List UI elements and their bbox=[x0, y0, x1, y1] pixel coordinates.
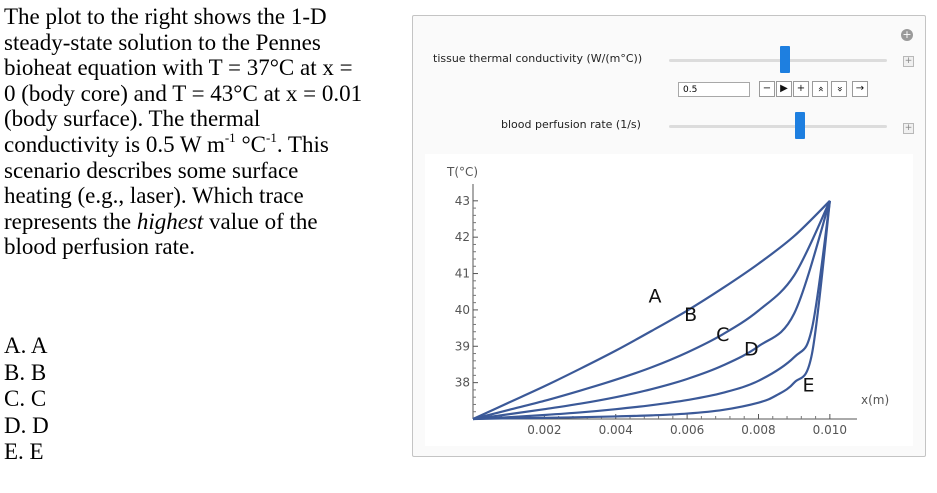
series-line-d bbox=[472, 200, 831, 421]
question-line: represents the highest value of the bbox=[4, 209, 396, 235]
options-gear-icon[interactable]: + bbox=[901, 28, 913, 41]
question-line: steady-state solution to the Pennes bbox=[4, 29, 321, 55]
question-line: 0 (body core) and T = 43°C at x = 0.01 bbox=[4, 80, 363, 106]
perfusion-expand-icon[interactable]: + bbox=[903, 123, 914, 134]
curve-label-d: D bbox=[744, 338, 759, 360]
conductivity-value-field[interactable]: 0.5 bbox=[678, 82, 750, 97]
minus-button[interactable]: − bbox=[759, 81, 775, 97]
question-line: heating (e.g., laser). Which trace bbox=[4, 183, 304, 209]
series-line-c bbox=[472, 200, 831, 421]
perfusion-slider-track[interactable] bbox=[669, 125, 887, 128]
question-line: scenario describes some surface bbox=[4, 157, 299, 183]
faster-button[interactable]: « bbox=[812, 81, 828, 97]
perfusion-label: blood perfusion rate (1/s) bbox=[501, 118, 641, 131]
y-tick-label: 38 bbox=[455, 376, 470, 390]
answer-option[interactable]: A. A bbox=[4, 333, 48, 358]
slower-button[interactable]: » bbox=[831, 81, 847, 97]
question-fragment: conductivity is 0.5 W m bbox=[4, 131, 225, 157]
conductivity-slider-track[interactable] bbox=[669, 59, 887, 62]
direction-button[interactable]: → bbox=[852, 81, 868, 97]
temperature-profile-chart: 38 39 40 41 42 43 0.002 0.004 0.006 0.008 0.010 AB… bbox=[446, 165, 889, 437]
question-text: The plot to the right shows the 1-D stea… bbox=[4, 4, 396, 260]
conductivity-expand-icon[interactable]: + bbox=[903, 56, 914, 67]
question-fragment: value of the bbox=[203, 208, 318, 234]
curve-label-e: E bbox=[802, 375, 814, 397]
conductivity-slider-thumb[interactable] bbox=[779, 46, 790, 73]
answer-option[interactable]: C. C bbox=[4, 386, 47, 411]
answer-option[interactable]: D. D bbox=[4, 412, 49, 438]
tick-marks: 38 39 40 41 42 43 0.002 0.004 0.006 0.008 0.010 bbox=[455, 194, 847, 437]
question-line: (body surface). The thermal bbox=[4, 106, 261, 132]
x-tick-label: 0.002 bbox=[527, 423, 561, 437]
plus-button[interactable]: + bbox=[793, 81, 809, 97]
answer-option[interactable]: E. E bbox=[4, 439, 44, 464]
question-fragment: °C bbox=[235, 131, 266, 157]
x-axis-label: x(m) bbox=[861, 393, 889, 407]
question-line: The plot to the right shows the 1-D bbox=[4, 4, 327, 29]
manipulate-panel: + tissue thermal conductivity (W/(m°C)) … bbox=[412, 15, 926, 457]
curve-label-b: B bbox=[684, 304, 697, 326]
question-fragment: represents the bbox=[4, 208, 137, 234]
y-tick-label: 42 bbox=[455, 230, 470, 244]
x-tick-label: 0.008 bbox=[741, 423, 775, 437]
question-line: blood perfusion rate. bbox=[4, 234, 195, 260]
superscript: -1 bbox=[224, 129, 236, 145]
series-line-a bbox=[472, 200, 831, 420]
y-tick-label: 43 bbox=[455, 194, 470, 208]
curve-label-a: A bbox=[649, 286, 662, 308]
x-tick-label: 0.004 bbox=[599, 423, 633, 437]
y-tick-label: 41 bbox=[455, 267, 470, 281]
play-button[interactable]: ▶ bbox=[776, 81, 792, 97]
y-axis-label: T(°C) bbox=[446, 165, 478, 179]
conductivity-label: tissue thermal conductivity (W/(m°C)) bbox=[433, 52, 643, 65]
y-tick-label: 39 bbox=[455, 339, 470, 353]
superscript: -1 bbox=[265, 129, 277, 145]
series-line-b bbox=[472, 200, 831, 421]
answer-option[interactable]: B. B bbox=[4, 359, 47, 385]
y-tick-label: 40 bbox=[455, 303, 470, 317]
answer-options: A. A B. B C. C D. D E. E bbox=[4, 333, 49, 466]
emphasis: highest bbox=[136, 208, 204, 234]
perfusion-slider-thumb[interactable] bbox=[794, 112, 805, 139]
question-line: conductivity is 0.5 W m-1 °C-1. This bbox=[4, 129, 396, 158]
series-line-e bbox=[472, 200, 831, 421]
question-line: bioheat equation with T = 37°C at x = bbox=[4, 55, 353, 81]
question-fragment: . This bbox=[276, 131, 329, 157]
curve-label-c: C bbox=[716, 324, 729, 346]
x-tick-label: 0.006 bbox=[670, 423, 704, 437]
x-tick-label: 0.010 bbox=[813, 423, 847, 437]
series-lines bbox=[472, 200, 831, 421]
